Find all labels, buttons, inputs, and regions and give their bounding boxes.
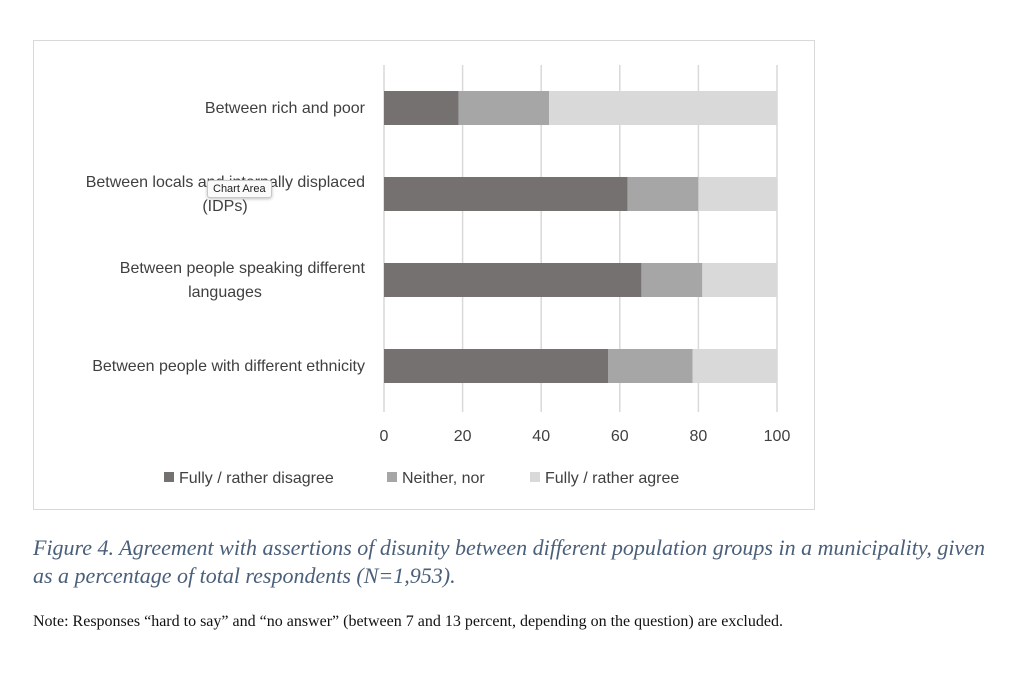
legend-swatch — [164, 472, 174, 482]
figure-note: Note: Responses “hard to say” and “no an… — [33, 613, 783, 630]
legend-swatch — [530, 472, 540, 482]
x-tick-label: 60 — [611, 428, 629, 445]
bar-segment[interactable] — [627, 177, 699, 211]
bar-segment[interactable] — [641, 263, 703, 297]
bar-segment[interactable] — [608, 349, 693, 383]
bar-segment[interactable] — [549, 91, 777, 125]
bars — [384, 91, 777, 383]
legend: Fully / rather disagree Neither, nor Fully… — [164, 470, 679, 487]
figure-caption: Figure 4. Agreement with assertions of d… — [33, 535, 986, 588]
legend-swatch — [387, 472, 397, 482]
bar-segment[interactable] — [384, 177, 628, 211]
category-label: (IDPs) — [202, 198, 247, 215]
x-tick-label: 0 — [380, 428, 389, 445]
x-tick-label: 20 — [454, 428, 472, 445]
legend-label: Fully / rather disagree — [179, 470, 334, 487]
bar-segment[interactable] — [702, 263, 777, 297]
category-label: Between people speaking different — [120, 260, 366, 277]
bar-segment[interactable] — [384, 91, 459, 125]
bar-segment[interactable] — [458, 91, 550, 125]
x-tick-label: 40 — [532, 428, 550, 445]
category-label: Between rich and poor — [205, 100, 366, 117]
legend-label: Neither, nor — [402, 470, 485, 487]
category-label: Between people with different ethnicity — [92, 358, 365, 375]
x-tick-label: 100 — [764, 428, 791, 445]
bar-segment[interactable] — [384, 263, 642, 297]
x-tick-labels: 0 20 40 60 80 100 — [380, 428, 791, 445]
bar-segment[interactable] — [692, 349, 777, 383]
bar-segment[interactable] — [384, 349, 609, 383]
category-label: languages — [188, 284, 262, 301]
bar-segment[interactable] — [698, 177, 777, 211]
chart-area-tooltip: Chart Area — [207, 180, 272, 198]
legend-label: Fully / rather agree — [545, 470, 679, 487]
x-tick-label: 80 — [690, 428, 708, 445]
